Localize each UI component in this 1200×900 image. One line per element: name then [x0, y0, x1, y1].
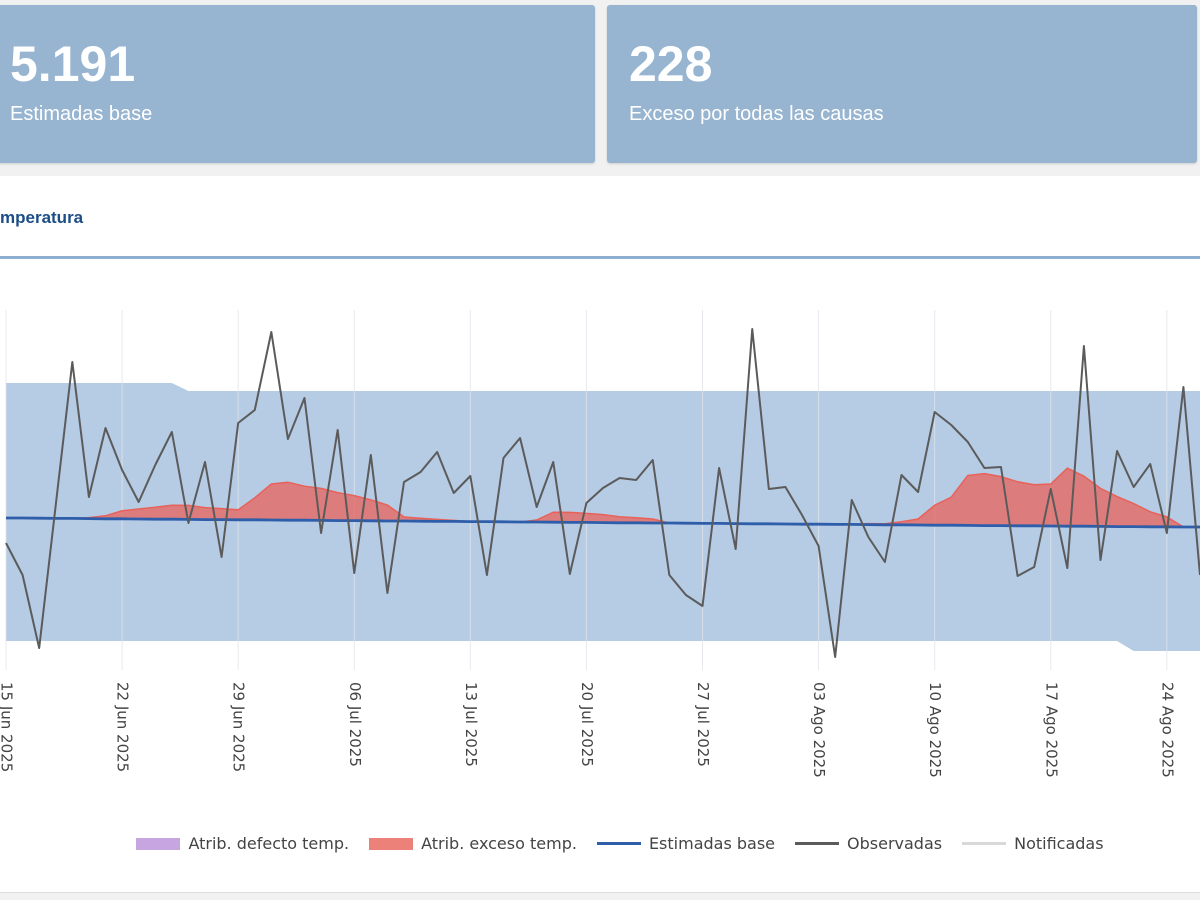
stat-value: 5.191 — [10, 36, 136, 92]
stat-label: Estimadas base — [10, 103, 153, 125]
line — [5, 328, 1200, 658]
legend-swatch — [369, 837, 414, 850]
x-tick-label: 27 Jul 2025 — [694, 682, 712, 767]
x-tick-label: 29 Jun 2025 — [230, 682, 248, 772]
x-tick-label: 17 Ago 2025 — [1042, 682, 1060, 778]
legend-item[interactable]: Atrib. defecto temp. — [136, 834, 349, 853]
x-tick-label: 13 Jul 2025 — [462, 682, 480, 767]
legend-label: Estimadas base — [648, 834, 776, 853]
line — [6, 516, 1200, 529]
legend-item[interactable]: Estimadas base — [596, 834, 776, 853]
panel-rule — [0, 256, 1200, 259]
x-tick-label: 10 Ago 2025 — [926, 682, 944, 778]
legend-label: Atrib. defecto temp. — [188, 834, 350, 853]
legend: Atrib. defecto temp. Atrib. exceso temp. E… — [0, 834, 1200, 853]
legend-item[interactable]: Observadas — [795, 834, 942, 853]
legend-label: Notificadas — [1014, 834, 1104, 853]
legend-swatch — [962, 842, 1007, 845]
stat-card: 5.191 Estimadas base — [0, 5, 595, 163]
x-tick-label: 03 Ago 2025 — [810, 682, 828, 778]
legend-label: Atrib. exceso temp. — [421, 834, 577, 853]
legend-label: Observadas — [847, 834, 943, 853]
stat-value: 228 — [629, 36, 713, 92]
panel-title: mperatura — [0, 208, 84, 227]
legend-swatch — [596, 842, 641, 845]
x-tick-label: 06 Jul 2025 — [346, 682, 364, 767]
stat-card: 228 Exceso por todas las causas — [607, 5, 1197, 163]
chart: 15 Jun 2025 22 Jun 2025 29 Jun 2025 06 Jul … — [0, 310, 1200, 778]
legend-item[interactable]: Notificadas — [962, 834, 1104, 853]
legend-swatch — [795, 842, 840, 845]
x-tick-label: 22 Jun 2025 — [114, 682, 132, 772]
stat-label: Exceso por todas las causas — [629, 103, 884, 125]
legend-swatch — [136, 837, 181, 850]
x-tick-label: 20 Jul 2025 — [578, 682, 596, 767]
x-tick-label: 15 Jun 2025 — [0, 682, 16, 772]
legend-item[interactable]: Atrib. exceso temp. — [369, 834, 577, 853]
x-tick-label: 24 Ago 2025 — [1158, 682, 1176, 778]
